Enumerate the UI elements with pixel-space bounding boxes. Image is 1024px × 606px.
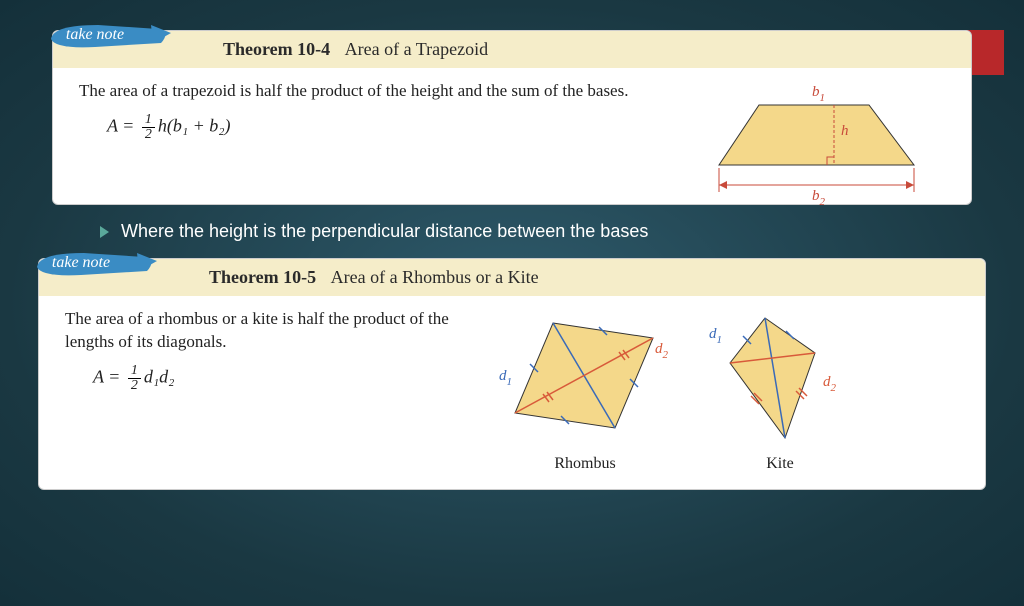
take-note-badge: take note — [29, 245, 159, 290]
theorem-number: Theorem 10-5 — [209, 267, 316, 287]
rhombus-label: Rhombus — [495, 455, 675, 473]
svg-text:b1: b1 — [812, 84, 825, 104]
theorem-title: Area of a Trapezoid — [345, 39, 488, 59]
theorem-title: Area of a Rhombus or a Kite — [331, 267, 539, 287]
theorem-card-trapezoid: take note Theorem 10-4 Area of a Trapezo… — [52, 30, 972, 205]
svg-text:d1: d1 — [499, 368, 512, 388]
theorem-formula: A = 12h(b₁ + b₂) — [79, 113, 699, 142]
kite-label: Kite — [705, 455, 855, 473]
theorem-card-rhombus-kite: take note Theorem 10-5 Area of a Rhombus… — [38, 258, 986, 490]
svg-text:d2: d2 — [823, 374, 837, 394]
svg-text:b2: b2 — [812, 188, 826, 208]
rhombus-kite-diagram: d1 d2 Rhombus — [495, 308, 855, 473]
bullet-arrow-icon — [100, 226, 109, 238]
svg-text:d1: d1 — [709, 326, 722, 346]
theorem-number: Theorem 10-4 — [223, 39, 330, 59]
theorem-description: The area of a trapezoid is half the prod… — [79, 80, 699, 103]
card-header: Theorem 10-4 Area of a Trapezoid — [53, 31, 971, 68]
card-header: Theorem 10-5 Area of a Rhombus or a Kite — [39, 259, 985, 296]
svg-text:d2: d2 — [655, 341, 669, 361]
take-note-badge: take note — [43, 17, 173, 62]
svg-text:take note: take note — [52, 254, 110, 271]
trapezoid-diagram: h b1 b2 — [699, 80, 949, 215]
svg-text:h: h — [841, 123, 849, 139]
theorem-formula: A = 12d₁d₂ — [65, 364, 495, 393]
theorem-description: The area of a rhombus or a kite is half … — [65, 308, 495, 354]
svg-text:take note: take note — [66, 26, 124, 43]
